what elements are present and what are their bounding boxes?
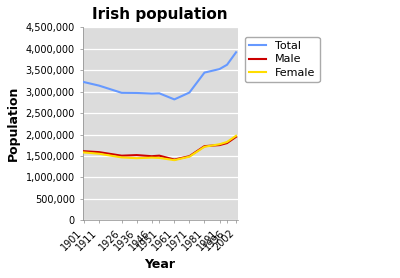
Female [119, 156, 124, 159]
X-axis label: Year: Year [144, 258, 176, 271]
Total [97, 84, 102, 87]
Line: Female: Female [84, 136, 236, 160]
Male [225, 142, 230, 145]
Female [187, 155, 192, 158]
Male [172, 158, 177, 161]
Female [157, 156, 162, 160]
Female [149, 156, 154, 159]
Female [134, 157, 139, 160]
Total [149, 92, 154, 95]
Male [157, 154, 162, 157]
Total [187, 91, 192, 94]
Y-axis label: Population: Population [7, 86, 20, 162]
Female [97, 152, 102, 155]
Total [119, 91, 124, 95]
Female [172, 158, 177, 162]
Line: Male: Male [84, 137, 236, 160]
Male [234, 135, 238, 138]
Male [149, 155, 154, 158]
Total [82, 80, 86, 84]
Total [202, 71, 207, 74]
Male [119, 154, 124, 157]
Female [217, 143, 222, 146]
Male [97, 150, 102, 154]
Female [202, 145, 207, 148]
Total [225, 63, 230, 66]
Female [225, 140, 230, 144]
Total [134, 91, 139, 95]
Line: Total: Total [84, 52, 236, 100]
Total [172, 98, 177, 101]
Female [234, 134, 238, 137]
Male [187, 155, 192, 158]
Male [202, 145, 207, 148]
Total [217, 67, 222, 71]
Male [217, 143, 222, 147]
Male [134, 153, 139, 157]
Total [157, 92, 162, 95]
Male [82, 150, 86, 153]
Title: Irish population: Irish population [92, 7, 228, 22]
Legend: Total, Male, Female: Total, Male, Female [245, 37, 320, 82]
Total [234, 51, 238, 54]
Female [82, 151, 86, 154]
